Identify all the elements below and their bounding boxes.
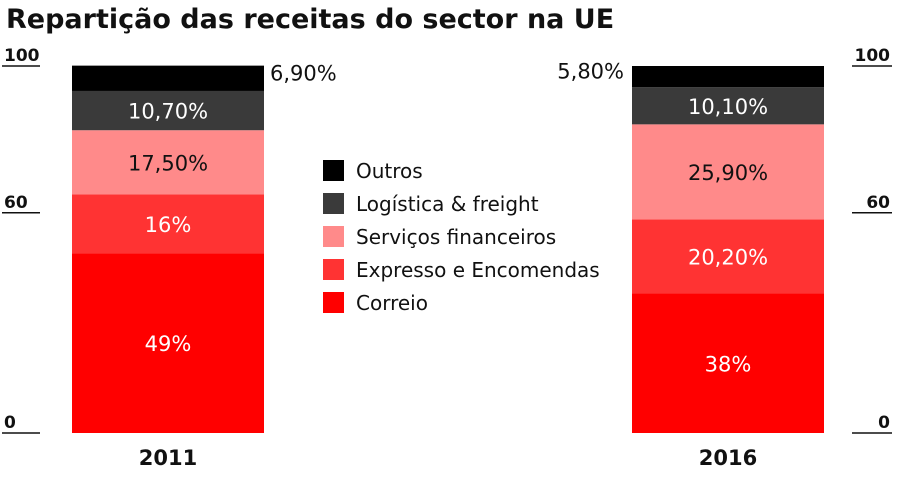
data-label-2016-1: 20,20% <box>688 245 768 269</box>
bar-segment-2011-2 <box>72 130 264 195</box>
right-tick-label-0: 0 <box>878 413 890 433</box>
bar-segment-2011-0 <box>72 253 264 433</box>
bar-segment-2016-1 <box>632 219 824 294</box>
left-tick-label-60: 60 <box>4 193 28 213</box>
bar-segment-2016-0 <box>632 293 824 433</box>
data-label-2011-2: 17,50% <box>128 151 208 175</box>
legend-swatch-0 <box>323 160 344 181</box>
category-label-2016: 2016 <box>699 446 757 470</box>
bar-segment-2016-4 <box>632 66 824 88</box>
legend-label-4: Correio <box>356 291 428 315</box>
data-label-2016-0: 38% <box>705 352 752 376</box>
legend-label-2: Serviços financeiros <box>356 225 556 249</box>
data-label-2011-4: 6,90% <box>270 61 337 85</box>
legend-swatch-2 <box>323 226 344 247</box>
bar-segment-2016-2 <box>632 124 824 220</box>
right-axis: 0 60 100 <box>852 46 892 434</box>
bar-segment-2016-3 <box>632 87 824 125</box>
data-label-2011-3: 10,70% <box>128 100 208 124</box>
legend-swatch-3 <box>323 259 344 280</box>
category-label-2011: 2011 <box>139 446 197 470</box>
left-tick-label-100: 100 <box>4 46 40 66</box>
data-label-2011-1: 16% <box>145 213 192 237</box>
data-label-2016-2: 25,90% <box>688 161 768 185</box>
chart-title: Repartição das receitas do sector na UE <box>6 4 614 35</box>
legend-label-3: Expresso e Encomendas <box>356 258 600 282</box>
right-tick-label-60: 60 <box>866 193 890 213</box>
legend-swatch-4 <box>323 292 344 313</box>
bar-segment-2011-4 <box>72 65 264 91</box>
legend: Outros Logística & freight Serviços financ… <box>323 159 600 315</box>
left-axis: 0 60 100 <box>2 46 40 434</box>
bar-segment-2011-1 <box>72 194 264 254</box>
data-label-2016-4: 5,80% <box>557 60 624 84</box>
legend-swatch-1 <box>323 193 344 214</box>
legend-label-1: Logística & freight <box>356 192 539 216</box>
bar-segment-2011-3 <box>72 90 264 131</box>
bars-group: 49% 16% 17,50% 10,70% 6,90% 2011 38% 20,20% 25,9… <box>72 60 824 470</box>
data-label-2016-3: 10,10% <box>688 95 768 119</box>
right-tick-label-100: 100 <box>855 46 891 66</box>
data-label-2011-0: 49% <box>145 332 192 356</box>
left-tick-label-0: 0 <box>4 413 16 433</box>
legend-label-0: Outros <box>356 159 423 183</box>
